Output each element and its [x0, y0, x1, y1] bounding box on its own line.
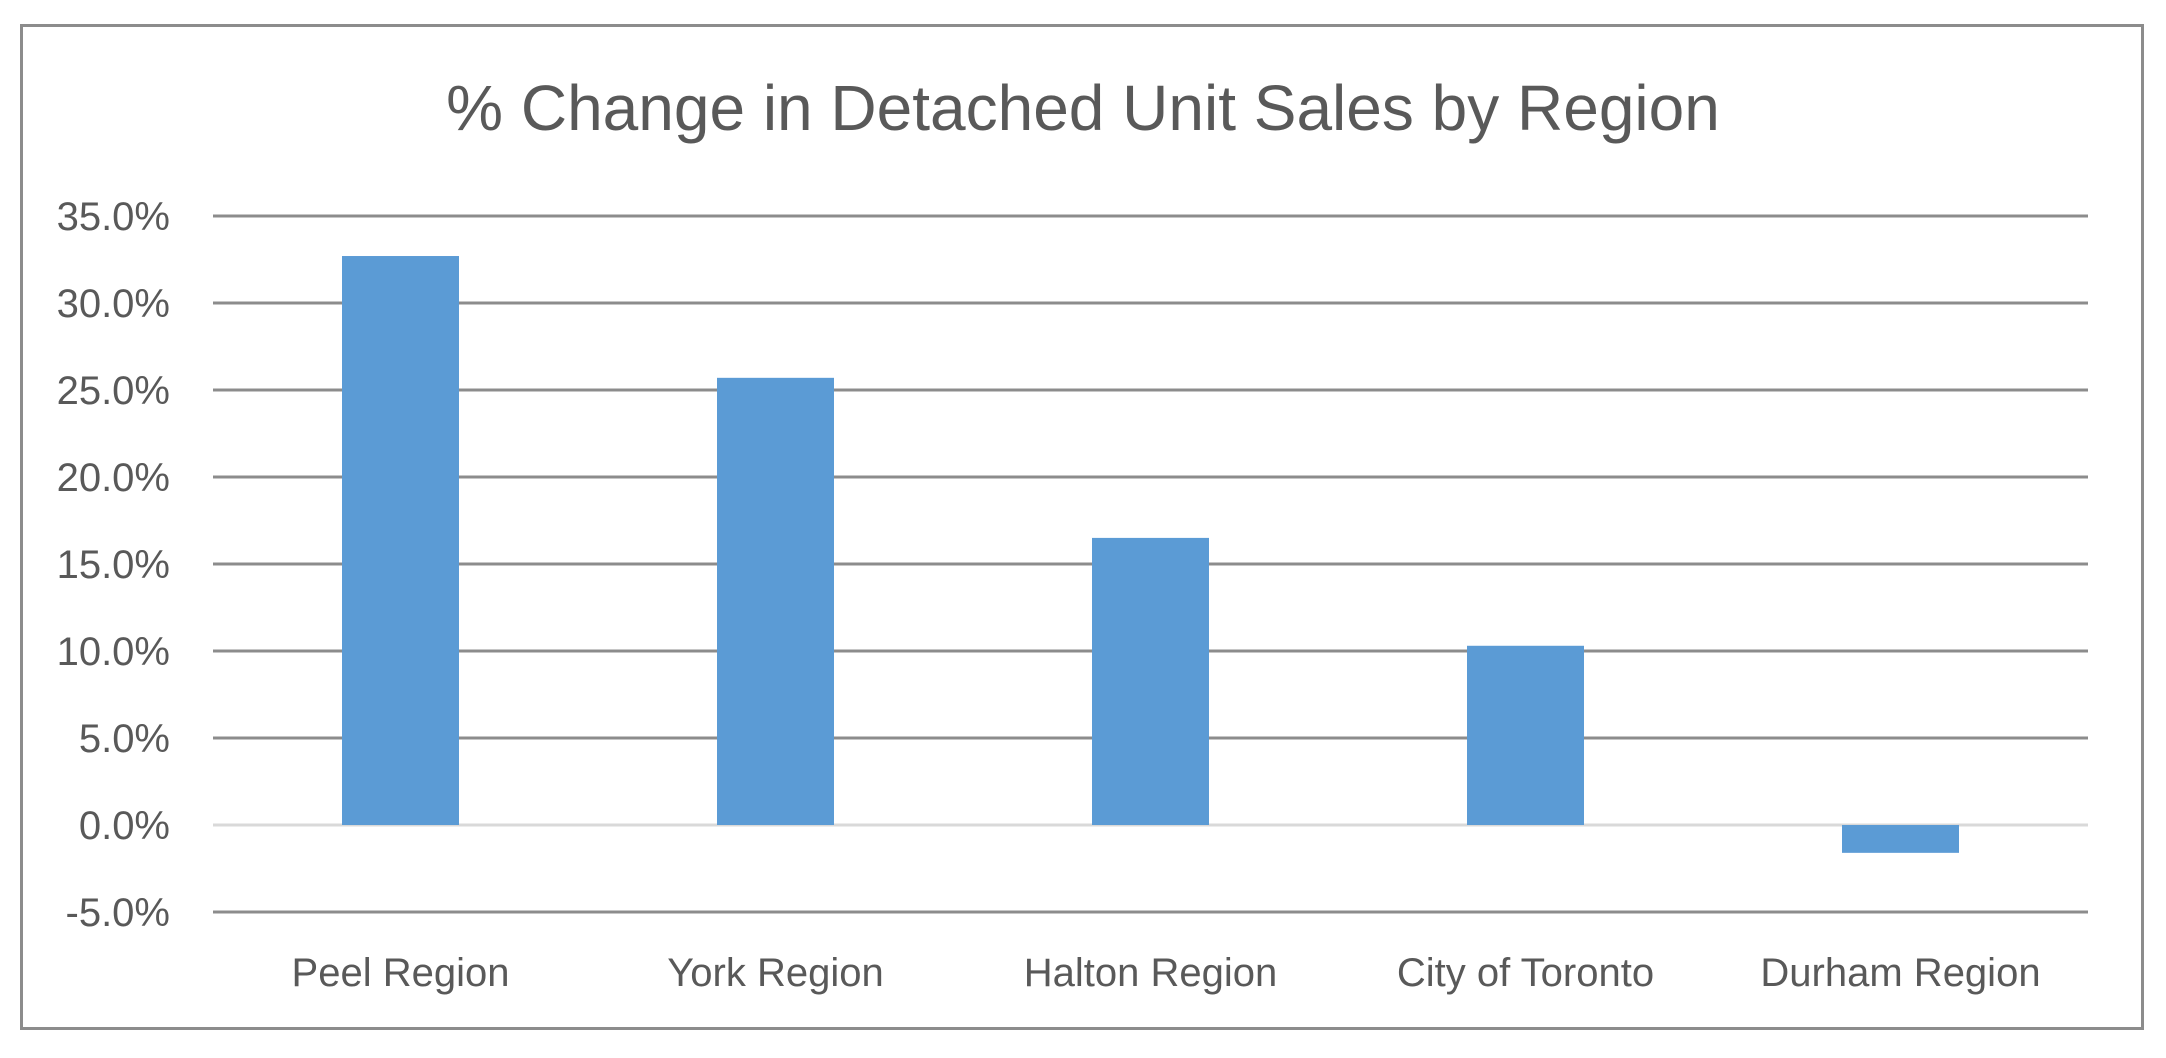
x-category-label: Durham Region [1760, 951, 2040, 995]
x-category-label: City of Toronto [1397, 951, 1654, 995]
y-tick-label: 25.0% [57, 369, 170, 413]
y-tick-label: -5.0% [66, 891, 171, 935]
bar [1092, 537, 1209, 825]
x-category-label: York Region [667, 951, 883, 995]
y-axis-tick-labels: -5.0% 0.0% 5.0% 10.0% 15.0% 20.0% 25.0% 30.0% 35… [57, 195, 170, 935]
bar [342, 256, 459, 825]
x-category-label: Peel Region [292, 951, 510, 995]
bar [1467, 645, 1584, 825]
bar [1842, 825, 1959, 853]
y-tick-label: 30.0% [57, 282, 170, 326]
y-tick-label: 5.0% [79, 717, 170, 761]
x-axis-category-labels: Peel Region York Region Halton Region City … [292, 951, 2041, 995]
y-tick-label: 20.0% [57, 456, 170, 500]
x-category-label: Halton Region [1024, 951, 1278, 995]
bars [342, 256, 1959, 853]
y-tick-label: 35.0% [57, 195, 170, 239]
bar [717, 377, 834, 825]
y-tick-label: 10.0% [57, 630, 170, 674]
gridlines [213, 214, 2088, 914]
y-tick-label: 15.0% [57, 543, 170, 587]
y-tick-label: 0.0% [79, 804, 170, 848]
chart-title: % Change in Detached Unit Sales by Regio… [446, 72, 1720, 144]
